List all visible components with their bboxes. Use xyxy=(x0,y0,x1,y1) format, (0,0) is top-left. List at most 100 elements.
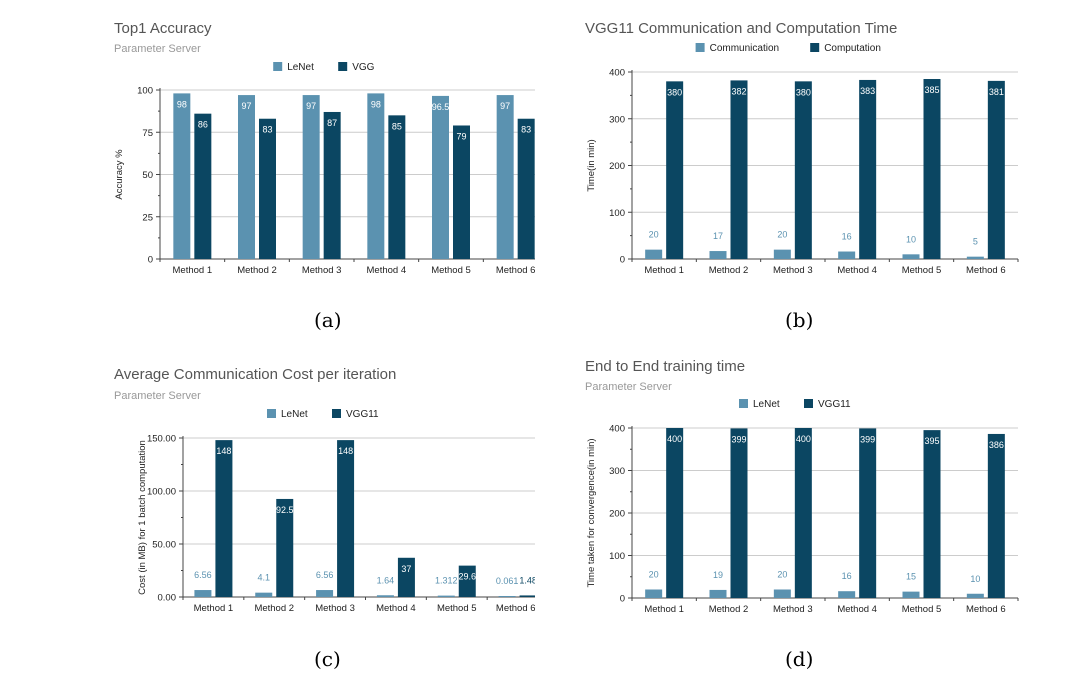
y-axis-label: Time taken for convergence(in min) xyxy=(586,438,597,587)
x-tick-label: Method 3 xyxy=(315,603,355,614)
data-label: 381 xyxy=(989,87,1004,97)
y-tick-label: 75 xyxy=(142,128,153,139)
x-tick-label: Method 5 xyxy=(902,604,942,615)
data-label: 20 xyxy=(649,570,659,580)
bar-vgg xyxy=(194,113,212,259)
legend-swatch-lenet xyxy=(267,409,276,418)
x-tick-label: Method 6 xyxy=(966,265,1006,276)
y-tick-label: 0 xyxy=(620,255,625,266)
chart-panel-d: End to End training time Parameter Server… xyxy=(535,347,1070,694)
data-label: 10 xyxy=(906,234,916,244)
data-label: 96.5 xyxy=(432,102,450,112)
y-axis-label: Accuracy % xyxy=(114,149,125,200)
y-tick-label: 50.00 xyxy=(152,540,176,551)
x-tick-label: Method 6 xyxy=(496,265,535,276)
legend-swatch-vgg11 xyxy=(332,409,341,418)
data-label: 148 xyxy=(216,446,231,456)
bar-lenet xyxy=(316,590,334,597)
bar-lenet xyxy=(709,589,727,598)
caption-c: (c) xyxy=(314,647,341,671)
x-tick-label: Method 1 xyxy=(644,265,684,276)
x-tick-label: Method 4 xyxy=(376,603,416,614)
y-tick-label: 100 xyxy=(609,208,625,219)
data-label: 382 xyxy=(731,86,746,96)
bar-vgg xyxy=(323,111,341,259)
data-label: 87 xyxy=(327,118,337,128)
x-tick-label: Method 3 xyxy=(302,265,342,276)
bar-communication xyxy=(966,256,984,259)
data-label: 10 xyxy=(970,574,980,584)
bar-lenet xyxy=(255,592,273,597)
x-tick-label: Method 6* xyxy=(496,603,535,614)
data-label: 400 xyxy=(796,434,811,444)
bar-lenet xyxy=(645,589,663,598)
data-label: 20 xyxy=(777,570,787,580)
data-label: 0.061 xyxy=(496,576,519,586)
data-label: 79 xyxy=(456,131,466,141)
x-tick-label: Method 5 xyxy=(902,265,942,276)
bar-lenet xyxy=(432,95,449,259)
chart-panel-b: VGG11 Communication and Computation Time… xyxy=(535,0,1070,347)
chart-subtitle: Parameter Server xyxy=(114,390,201,402)
data-label: 5 xyxy=(973,237,978,247)
bar-communication xyxy=(773,249,791,259)
x-tick-label: Method 2 xyxy=(709,265,749,276)
bar-lenet xyxy=(376,595,394,597)
y-tick-label: 100.00 xyxy=(147,487,176,498)
x-tick-label: Method 2 xyxy=(709,604,749,615)
legend-label-lenet: LeNet xyxy=(287,62,314,73)
bar-lenet xyxy=(773,589,791,598)
bar-vgg11 xyxy=(276,498,294,597)
bar-lenet xyxy=(498,596,516,597)
bar-vgg11 xyxy=(397,557,415,597)
data-label: 16 xyxy=(842,571,852,581)
bar-vgg xyxy=(259,118,276,259)
y-tick-label: 200 xyxy=(609,509,625,520)
data-label: 380 xyxy=(796,87,811,97)
legend-label-communication: Communication xyxy=(710,43,779,54)
bar-communication xyxy=(902,254,920,259)
bar-lenet xyxy=(173,93,191,259)
data-label: 1.64 xyxy=(377,575,395,585)
bar-vgg11 xyxy=(794,428,812,598)
chart-d: End to End training time Parameter Server… xyxy=(585,358,1019,615)
chart-panel-a: Top1 Accuracy Parameter Server LeNet VGG 0 25… xyxy=(0,0,535,347)
data-label: 1.48 xyxy=(519,575,535,585)
x-tick-label: Method 4 xyxy=(837,604,877,615)
data-label: 383 xyxy=(860,86,875,96)
bar-lenet xyxy=(966,593,984,598)
data-label: 83 xyxy=(262,125,272,135)
chart-title: VGG11 Communication and Computation Time xyxy=(585,20,897,37)
x-tick-label: Method 5 xyxy=(431,265,471,276)
bar-computation xyxy=(987,80,1005,259)
data-label: 1.312 xyxy=(435,576,458,586)
bar-vgg11 xyxy=(730,428,748,598)
x-tick-label: Method 4 xyxy=(367,265,407,276)
data-label: 92.5 xyxy=(276,505,294,515)
bar-computation xyxy=(923,79,941,259)
x-tick-label: Method 2 xyxy=(254,603,294,614)
chart-subtitle: Parameter Server xyxy=(114,43,201,55)
bar-vgg11 xyxy=(337,440,355,597)
x-tick-label: Method 5 xyxy=(437,603,477,614)
data-label: 6.56 xyxy=(194,570,212,580)
legend-swatch-computation xyxy=(810,43,820,52)
x-tick-label: Method 3 xyxy=(773,265,813,276)
data-label: 83 xyxy=(521,125,531,135)
caption-b: (b) xyxy=(785,308,814,332)
bar-lenet xyxy=(302,95,320,259)
y-tick-label: 50 xyxy=(142,170,153,181)
x-tick-label: Method 4 xyxy=(837,265,877,276)
data-label: 98 xyxy=(177,99,187,109)
legend-label-lenet: LeNet xyxy=(753,399,780,410)
legend-swatch-communication xyxy=(695,43,705,52)
legend-label-vgg: VGG xyxy=(352,62,374,73)
data-label: 97 xyxy=(306,101,316,111)
bar-vgg xyxy=(388,115,406,259)
data-label: 97 xyxy=(241,101,251,111)
bar-lenet xyxy=(367,93,385,259)
legend-label-vgg11: VGG11 xyxy=(818,399,851,410)
bar-computation xyxy=(859,79,877,259)
y-axis-label: Time(in min) xyxy=(586,139,597,191)
x-tick-label: Method 6 xyxy=(966,604,1006,615)
